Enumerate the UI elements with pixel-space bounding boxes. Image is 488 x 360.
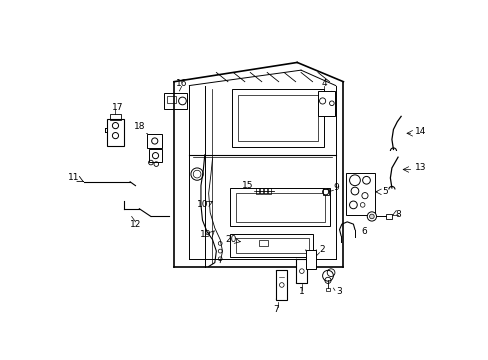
Circle shape <box>322 189 328 195</box>
Circle shape <box>190 168 203 180</box>
Bar <box>231 89 324 147</box>
Text: 13: 13 <box>414 163 426 172</box>
Circle shape <box>366 212 376 221</box>
Bar <box>345 172 374 215</box>
Text: 1: 1 <box>298 287 304 296</box>
Bar <box>296 259 306 283</box>
Bar <box>305 249 316 269</box>
Text: 14: 14 <box>414 127 426 136</box>
Bar <box>163 93 187 109</box>
Bar <box>235 238 308 253</box>
Text: 12: 12 <box>129 220 141 229</box>
Text: 19: 19 <box>199 230 210 239</box>
Text: 2: 2 <box>319 245 325 254</box>
Bar <box>325 288 329 291</box>
Bar <box>385 214 391 219</box>
Bar <box>230 188 329 226</box>
Bar <box>258 240 267 247</box>
Text: 17: 17 <box>112 103 123 112</box>
Circle shape <box>322 270 333 281</box>
Text: 10: 10 <box>197 201 208 210</box>
Text: 18: 18 <box>134 122 145 131</box>
Bar <box>276 270 286 300</box>
Bar <box>238 95 317 141</box>
Bar <box>147 134 162 148</box>
Bar <box>267 188 270 194</box>
Text: 4: 4 <box>321 79 326 88</box>
Bar <box>167 95 176 103</box>
Text: 15: 15 <box>241 181 253 190</box>
Bar <box>322 189 328 195</box>
Bar <box>110 114 121 120</box>
Bar <box>317 91 334 116</box>
Text: 6: 6 <box>360 228 366 237</box>
Circle shape <box>369 214 373 219</box>
Bar <box>230 234 313 257</box>
Text: 5: 5 <box>381 186 387 195</box>
Bar <box>235 193 324 222</box>
Text: 7: 7 <box>273 305 279 314</box>
Bar <box>260 188 263 194</box>
Bar <box>256 188 259 194</box>
Text: 20: 20 <box>224 235 236 244</box>
Text: 3: 3 <box>336 287 342 296</box>
Text: 9: 9 <box>333 184 339 193</box>
Text: 16: 16 <box>176 79 187 88</box>
Bar <box>107 119 123 145</box>
Bar <box>264 188 266 194</box>
Text: 8: 8 <box>394 210 400 219</box>
Bar <box>148 149 162 162</box>
Text: 11: 11 <box>68 174 79 183</box>
